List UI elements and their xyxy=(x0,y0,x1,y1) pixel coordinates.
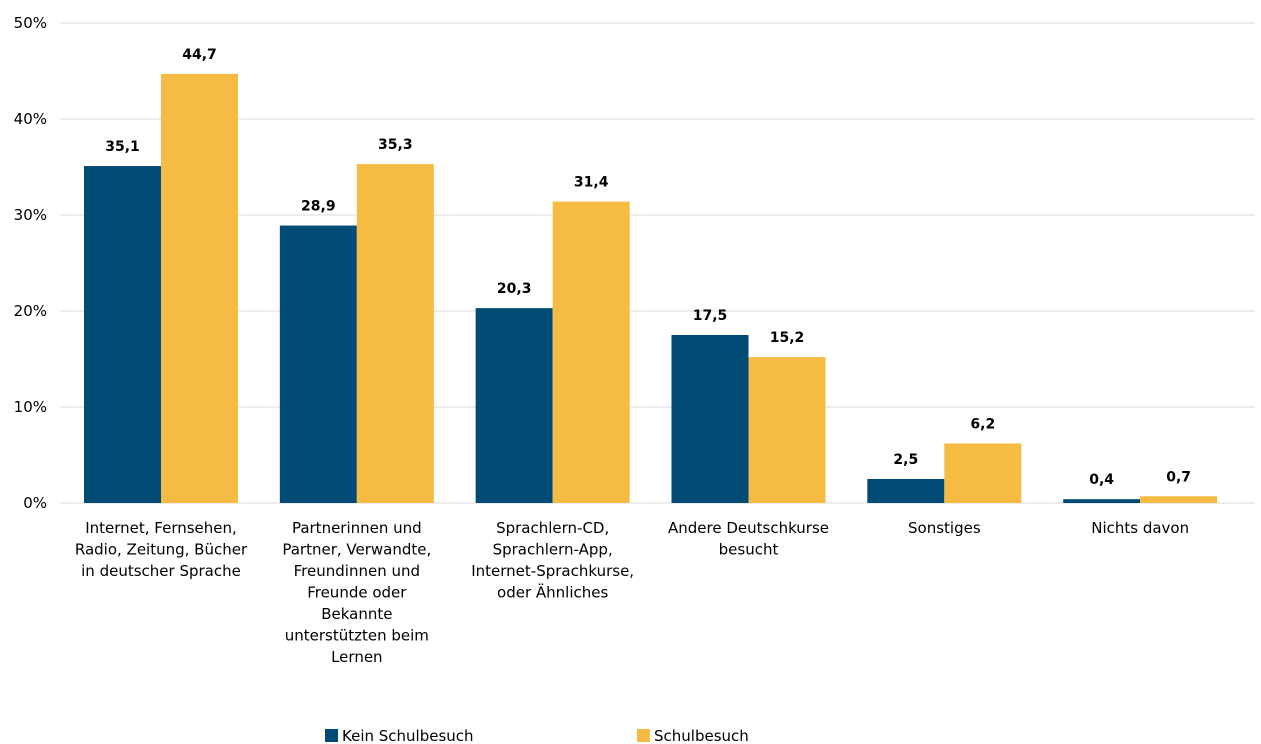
data-label: 0,4 xyxy=(1089,472,1114,488)
data-label: 35,3 xyxy=(378,137,413,153)
y-tick-label: 40% xyxy=(14,110,47,128)
bar-kein-schulbesuch xyxy=(475,308,553,503)
data-label: 20,3 xyxy=(497,281,532,297)
bar-kein-schulbesuch xyxy=(279,225,357,503)
data-label: 2,5 xyxy=(893,452,918,468)
y-tick-label: 10% xyxy=(14,398,47,416)
x-category-label: in deutscher Sprache xyxy=(81,562,241,580)
x-category-label: Sprachlern-App, xyxy=(493,541,613,559)
bar-schulbesuch xyxy=(161,73,238,503)
y-tick-label: 20% xyxy=(14,302,47,320)
legend-label: Kein Schulbesuch xyxy=(342,727,474,744)
x-category-label: Freundinnen und xyxy=(294,562,420,580)
x-category-label: Internet-Sprachkurse, xyxy=(471,562,634,580)
bar-kein-schulbesuch xyxy=(867,479,945,503)
x-category-label: Bekannte xyxy=(321,605,392,623)
y-tick-label: 50% xyxy=(14,14,47,32)
y-axis: 0% 10% 20% 30% 40% 50% xyxy=(14,14,47,512)
bar-schulbesuch xyxy=(552,201,630,503)
bar-schulbesuch xyxy=(1140,496,1218,503)
data-label: 17,5 xyxy=(693,308,728,324)
data-label: 28,9 xyxy=(301,199,336,215)
x-category-label: Partner, Verwandte, xyxy=(282,541,431,559)
bar-kein-schulbesuch xyxy=(1063,499,1141,503)
gridlines xyxy=(60,22,1255,504)
legend-label: Schulbesuch xyxy=(654,727,749,744)
x-category-label: unterstützten beim xyxy=(285,627,429,645)
x-category-label: Partnerinnen und xyxy=(292,519,422,537)
bars xyxy=(84,73,1218,504)
data-label: 44,7 xyxy=(182,47,217,63)
x-category-label: besucht xyxy=(719,541,779,559)
legend: Kein Schulbesuch Schulbesuch xyxy=(325,727,749,744)
x-category-label: Internet, Fernsehen, xyxy=(85,519,237,537)
y-tick-label: 30% xyxy=(14,206,47,224)
y-tick-label: 0% xyxy=(23,494,47,512)
x-category-label: Nichts davon xyxy=(1091,519,1189,537)
x-axis: Internet, Fernsehen, Radio, Zeitung, Büch… xyxy=(75,519,1189,666)
bar-kein-schulbesuch xyxy=(671,335,749,503)
data-label: 0,7 xyxy=(1166,469,1191,485)
x-category-label: Andere Deutschkurse xyxy=(668,519,829,537)
data-label: 6,2 xyxy=(970,416,995,432)
x-category-label: Freunde oder xyxy=(307,584,407,602)
data-labels: 35,1 44,7 28,9 35,3 20,3 31,4 17,5 15,2 2,5 6,2 0,… xyxy=(105,47,1191,488)
x-category-label: Sonstiges xyxy=(908,519,981,537)
data-label: 35,1 xyxy=(105,139,140,155)
bar-schulbesuch xyxy=(356,164,434,503)
legend-swatch xyxy=(637,729,650,742)
bar-schulbesuch xyxy=(944,443,1022,503)
bar-schulbesuch xyxy=(748,357,826,503)
legend-swatch xyxy=(325,729,338,742)
data-label: 31,4 xyxy=(574,175,609,191)
data-label: 15,2 xyxy=(770,330,805,346)
bar-kein-schulbesuch xyxy=(84,166,161,504)
x-category-label: Radio, Zeitung, Bücher xyxy=(75,541,248,559)
x-category-label: Lernen xyxy=(331,648,382,666)
x-category-label: Sprachlern-CD, xyxy=(496,519,609,537)
x-category-label: oder Ähnliches xyxy=(497,583,608,602)
